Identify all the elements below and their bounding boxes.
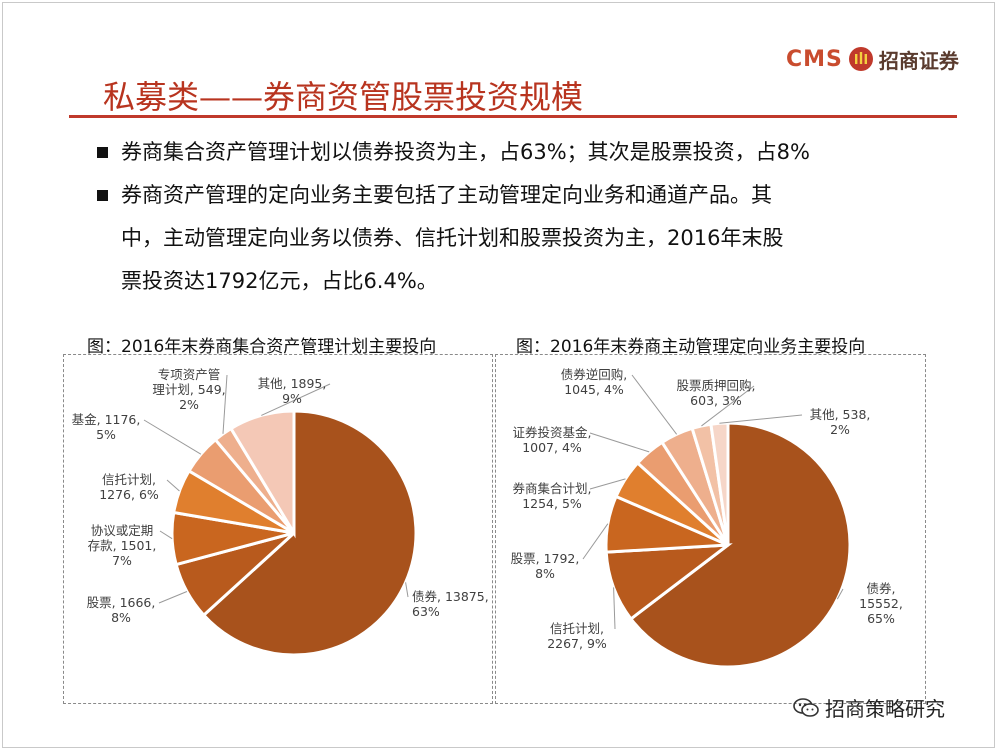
data-label-line: 2% <box>179 397 199 412</box>
leader-line <box>222 374 228 434</box>
leader-line <box>701 385 755 427</box>
leader-line <box>159 530 173 540</box>
chart-caption-right: 图：2016年末券商主动管理定向业务主要投向 <box>516 337 866 357</box>
page-title: 私募类——券商资管股票投资规模 <box>103 78 584 116</box>
data-label: 专项资产管理计划, 549, 2% <box>152 367 225 412</box>
data-label-line: 协议或定期 <box>91 523 154 538</box>
leader-line <box>405 582 409 598</box>
leader-line <box>261 383 331 416</box>
leader-line <box>719 414 803 424</box>
bullet-line: 券商资产管理的定向业务主要包括了主动管理定向业务和通道产品。其 <box>121 183 772 207</box>
pie-slice <box>709 421 730 546</box>
data-label-line: 存款, 1501, <box>88 538 157 553</box>
data-label-line: 债券, 13875, <box>412 589 489 604</box>
leader-line <box>166 479 180 492</box>
data-label-line: 信托计划, <box>102 472 156 487</box>
bullet-line: 中，主动管理定向业务以债券、信托计划和股票投资为主，2016年末股 <box>121 226 784 250</box>
data-label: 债券逆回购, 1045, 4% <box>561 367 627 397</box>
data-label-line: 债券, <box>867 581 896 596</box>
data-label-line: 8% <box>535 566 555 581</box>
title-divider <box>69 115 957 118</box>
data-label-line: 券商集合计划, <box>513 481 592 496</box>
data-label: 股票, 1666, 8% <box>87 595 156 625</box>
data-label-line: 8% <box>111 610 131 625</box>
data-label: 其他, 1895, 9% <box>258 376 327 406</box>
leader-line <box>582 523 609 560</box>
leader-line <box>836 588 844 600</box>
leader-line <box>631 374 678 435</box>
chart-box-right: 债券, 15552, 65% 信托计划, 2267, 9% 股票, 1792, 8% 券商集合… <box>495 354 926 704</box>
brand-name: 招商证券 <box>878 48 959 73</box>
wechat-icon <box>793 697 819 719</box>
bullet-line: 票投资达1792亿元，占比6.4%。 <box>121 269 438 293</box>
data-label: 股票, 1792, 8% <box>511 551 580 581</box>
data-label-line: 其他, 538, <box>810 407 871 422</box>
data-label-line: 理计划, 549, <box>152 382 225 397</box>
data-label: 证券投资基金, 1007, 4% <box>513 425 592 455</box>
bullet-item: 券商集合资产管理计划以债券投资为主，占63%；其次是股票投资，占8% <box>97 131 957 174</box>
data-label-line: 专项资产管 <box>158 367 221 382</box>
leader-line <box>589 478 626 490</box>
brand-logo: CMS 招商证券 <box>786 46 959 73</box>
data-label-line: 63% <box>412 604 440 619</box>
data-label-line: 9% <box>282 391 302 406</box>
data-label-line: 股票, 1792, <box>511 551 580 566</box>
data-label-line: 1276, 6% <box>99 487 159 502</box>
pie-chart-directional-business: 债券, 15552, 65% 信托计划, 2267, 9% 股票, 1792, 8% 券商集合… <box>511 367 903 669</box>
data-label-line: 证券投资基金, <box>513 425 592 440</box>
data-label: 券商集合计划, 1254, 5% <box>513 481 592 511</box>
data-label-line: 603, 3% <box>690 393 742 408</box>
data-label-line: 1254, 5% <box>522 496 582 511</box>
data-label-line: 1045, 4% <box>564 382 624 397</box>
leader-line <box>143 419 202 455</box>
data-label: 信托计划, 2267, 9% <box>547 621 607 651</box>
bullet-square-icon <box>97 190 108 201</box>
data-label: 信托计划, 1276, 6% <box>99 472 159 502</box>
data-label-line: 股票质押回购, <box>677 378 756 393</box>
data-label-line: 2% <box>830 422 850 437</box>
chart-box-left: 债券, 13875, 63% 股票, 1666, 8% 协议或定期存款, 1501, 7%… <box>63 354 493 704</box>
bullet-list: 券商集合资产管理计划以债券投资为主，占63%；其次是股票投资，占8% 券商资产管… <box>97 131 957 303</box>
data-label-line: 15552, <box>859 596 903 611</box>
data-label: 其他, 538, 2% <box>810 407 871 437</box>
data-label-line: 1007, 4% <box>522 440 582 455</box>
data-label-line: 债券逆回购, <box>561 367 627 382</box>
data-label-line: 信托计划, <box>550 621 604 636</box>
leader-line <box>158 591 188 604</box>
data-label-line: 2267, 9% <box>547 636 607 651</box>
bullet-line: 券商集合资产管理计划以债券投资为主，占63%；其次是股票投资，占8% <box>121 140 810 164</box>
data-label-line: 5% <box>96 427 116 442</box>
data-label-line: 65% <box>867 611 895 626</box>
data-label: 股票质押回购, 603, 3% <box>677 378 756 408</box>
data-label-line: 其他, 1895, <box>258 376 327 391</box>
data-label-line: 7% <box>112 553 132 568</box>
brand-abbr: CMS <box>786 46 843 72</box>
leader-line <box>589 432 650 453</box>
data-label: 协议或定期存款, 1501, 7% <box>88 523 157 568</box>
bullet-item: 券商资产管理的定向业务主要包括了主动管理定向业务和通道产品。其 中，主动管理定向… <box>97 174 957 303</box>
brand-emblem-icon <box>848 47 873 71</box>
data-label-line: 基金, 1176, <box>72 412 141 427</box>
leader-line <box>613 587 616 630</box>
data-label: 债券, 15552, 65% <box>859 581 903 626</box>
bullet-square-icon <box>97 147 108 158</box>
chart-caption-left: 图：2016年末券商集合资产管理计划主要投向 <box>87 337 437 357</box>
pie-slice <box>201 409 418 657</box>
pie-chart-collective-plans: 债券, 13875, 63% 股票, 1666, 8% 协议或定期存款, 1501, 7%… <box>72 367 489 657</box>
data-label: 基金, 1176, 5% <box>72 412 141 442</box>
data-label-line: 股票, 1666, <box>87 595 156 610</box>
watermark: 招商策略研究 <box>793 693 945 722</box>
data-label: 债券, 13875, 63% <box>412 589 489 619</box>
watermark-text: 招商策略研究 <box>825 697 945 721</box>
